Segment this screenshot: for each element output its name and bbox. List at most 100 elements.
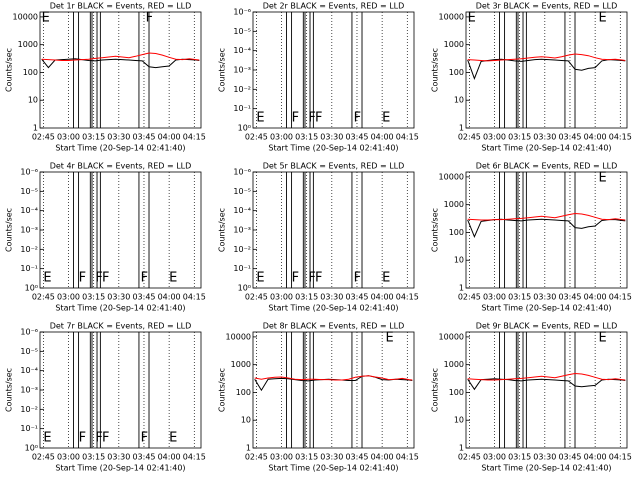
series-line <box>467 58 626 81</box>
y-tick-label: 1000 <box>444 40 464 49</box>
x-tick-label: 03:30 <box>533 133 556 142</box>
y-tick-label: 10⁻² <box>233 245 251 254</box>
annotation: E <box>598 331 606 346</box>
x-tick-label: 03:45 <box>345 293 368 302</box>
y-axis-label: Counts/sec <box>431 208 440 252</box>
y-tick-label: 10 <box>454 416 464 425</box>
x-tick-label: 03:45 <box>132 453 155 462</box>
y-tick-label: 1000 <box>444 360 464 369</box>
y-tick-label: 10⁻² <box>20 245 38 254</box>
x-tick-label: 03:45 <box>132 293 155 302</box>
y-tick-label: 10⁰ <box>238 124 251 133</box>
annotation: F <box>79 431 86 446</box>
x-tick-label: 04:00 <box>584 453 607 462</box>
series-line <box>467 378 626 391</box>
y-tick-label: 10⁻⁵ <box>233 187 251 196</box>
y-axis-label: Counts/sec <box>218 48 227 92</box>
x-tick-label: 03:15 <box>508 453 531 462</box>
x-tick-label: 02:45 <box>32 453 55 462</box>
annotation: F <box>102 431 109 446</box>
series-line <box>467 53 626 62</box>
x-tick-label: 03:00 <box>57 133 80 142</box>
annotation: E <box>256 111 264 126</box>
y-tick-label: 10000 <box>13 12 38 21</box>
y-tick-label: 100 <box>23 68 38 77</box>
annotation: E <box>385 331 393 346</box>
x-tick-label: 03:15 <box>82 293 105 302</box>
annotation: E <box>382 111 390 126</box>
x-tick-label: 03:00 <box>270 453 293 462</box>
panel-title: Det 3r BLACK = Events, RED = LLD <box>476 2 618 11</box>
x-axis-label: Start Time (20-Sep-14 02:41:40) <box>268 304 398 313</box>
x-tick-label: 03:15 <box>295 133 318 142</box>
y-tick-label: 1 <box>459 444 464 453</box>
x-tick-label: 02:45 <box>245 293 268 302</box>
y-tick-label: 1 <box>33 124 38 133</box>
x-axis-label: Start Time (20-Sep-14 02:41:40) <box>481 464 611 473</box>
panel-title: Det 9r BLACK = Events, RED = LLD <box>476 322 618 331</box>
x-tick-label: 03:15 <box>82 453 105 462</box>
y-tick-label: 10⁻⁶ <box>233 168 251 177</box>
y-tick-label: 10 <box>454 256 464 265</box>
y-tick-label: 10⁻¹ <box>233 264 251 273</box>
plot-frame <box>252 171 415 289</box>
x-tick-label: 04:15 <box>183 293 206 302</box>
panel-title: Det 4r BLACK = Events, RED = LLD <box>50 162 192 171</box>
x-tick-label: 03:00 <box>483 453 506 462</box>
plot-frame <box>465 11 628 129</box>
x-tick-label: 02:45 <box>458 133 481 142</box>
x-tick-label: 03:15 <box>508 293 531 302</box>
annotation: F <box>146 11 153 26</box>
annotation: E <box>382 271 390 286</box>
y-axis-label: Counts/sec <box>218 368 227 412</box>
y-tick-label: 10000 <box>439 12 464 21</box>
annotation: E <box>598 171 606 186</box>
x-tick-label: 03:15 <box>508 133 531 142</box>
x-tick-label: 03:30 <box>107 453 130 462</box>
x-tick-label: 04:15 <box>183 453 206 462</box>
panel-title: Det 1r BLACK = Events, RED = LLD <box>50 2 192 11</box>
annotation: E <box>256 271 264 286</box>
annotation: F <box>95 431 102 446</box>
panel-title: Det 7r BLACK = Events, RED = LLD <box>50 322 192 331</box>
x-tick-label: 03:00 <box>270 293 293 302</box>
x-tick-label: 02:45 <box>32 133 55 142</box>
x-tick-label: 04:00 <box>371 293 394 302</box>
x-tick-label: 03:30 <box>107 293 130 302</box>
y-tick-label: 100 <box>449 388 464 397</box>
annotation: E <box>169 271 177 286</box>
annotation: F <box>141 431 148 446</box>
annotation: F <box>308 271 315 286</box>
x-tick-label: 03:45 <box>558 453 581 462</box>
x-tick-label: 04:15 <box>609 293 632 302</box>
x-tick-label: 03:15 <box>82 133 105 142</box>
y-tick-label: 10⁻⁵ <box>233 27 251 36</box>
y-tick-label: 100 <box>449 228 464 237</box>
y-tick-label: 10 <box>454 96 464 105</box>
y-tick-label: 1000 <box>18 40 38 49</box>
annotation: F <box>79 271 86 286</box>
annotation: F <box>292 271 299 286</box>
y-tick-label: 1 <box>459 284 464 293</box>
x-tick-label: 02:45 <box>458 293 481 302</box>
x-tick-label: 03:00 <box>483 133 506 142</box>
y-tick-label: 10⁻⁶ <box>20 328 38 337</box>
x-tick-label: 04:00 <box>158 453 181 462</box>
x-tick-label: 04:00 <box>584 133 607 142</box>
y-axis-label: Counts/sec <box>5 48 14 92</box>
x-tick-label: 02:45 <box>458 453 481 462</box>
plot-frame <box>465 331 628 449</box>
y-tick-label: 10⁻² <box>20 405 38 414</box>
y-tick-label: 10⁻⁶ <box>20 168 38 177</box>
y-tick-label: 10⁻³ <box>233 226 251 235</box>
x-tick-label: 03:45 <box>132 133 155 142</box>
x-axis-label: Start Time (20-Sep-14 02:41:40) <box>55 144 185 153</box>
annotation: F <box>308 111 315 126</box>
x-tick-label: 02:45 <box>245 133 268 142</box>
annotation: E <box>43 431 51 446</box>
plot-frame <box>39 331 202 449</box>
y-tick-label: 10⁻⁴ <box>233 206 251 215</box>
x-tick-label: 03:45 <box>345 133 368 142</box>
annotation: E <box>42 11 50 26</box>
